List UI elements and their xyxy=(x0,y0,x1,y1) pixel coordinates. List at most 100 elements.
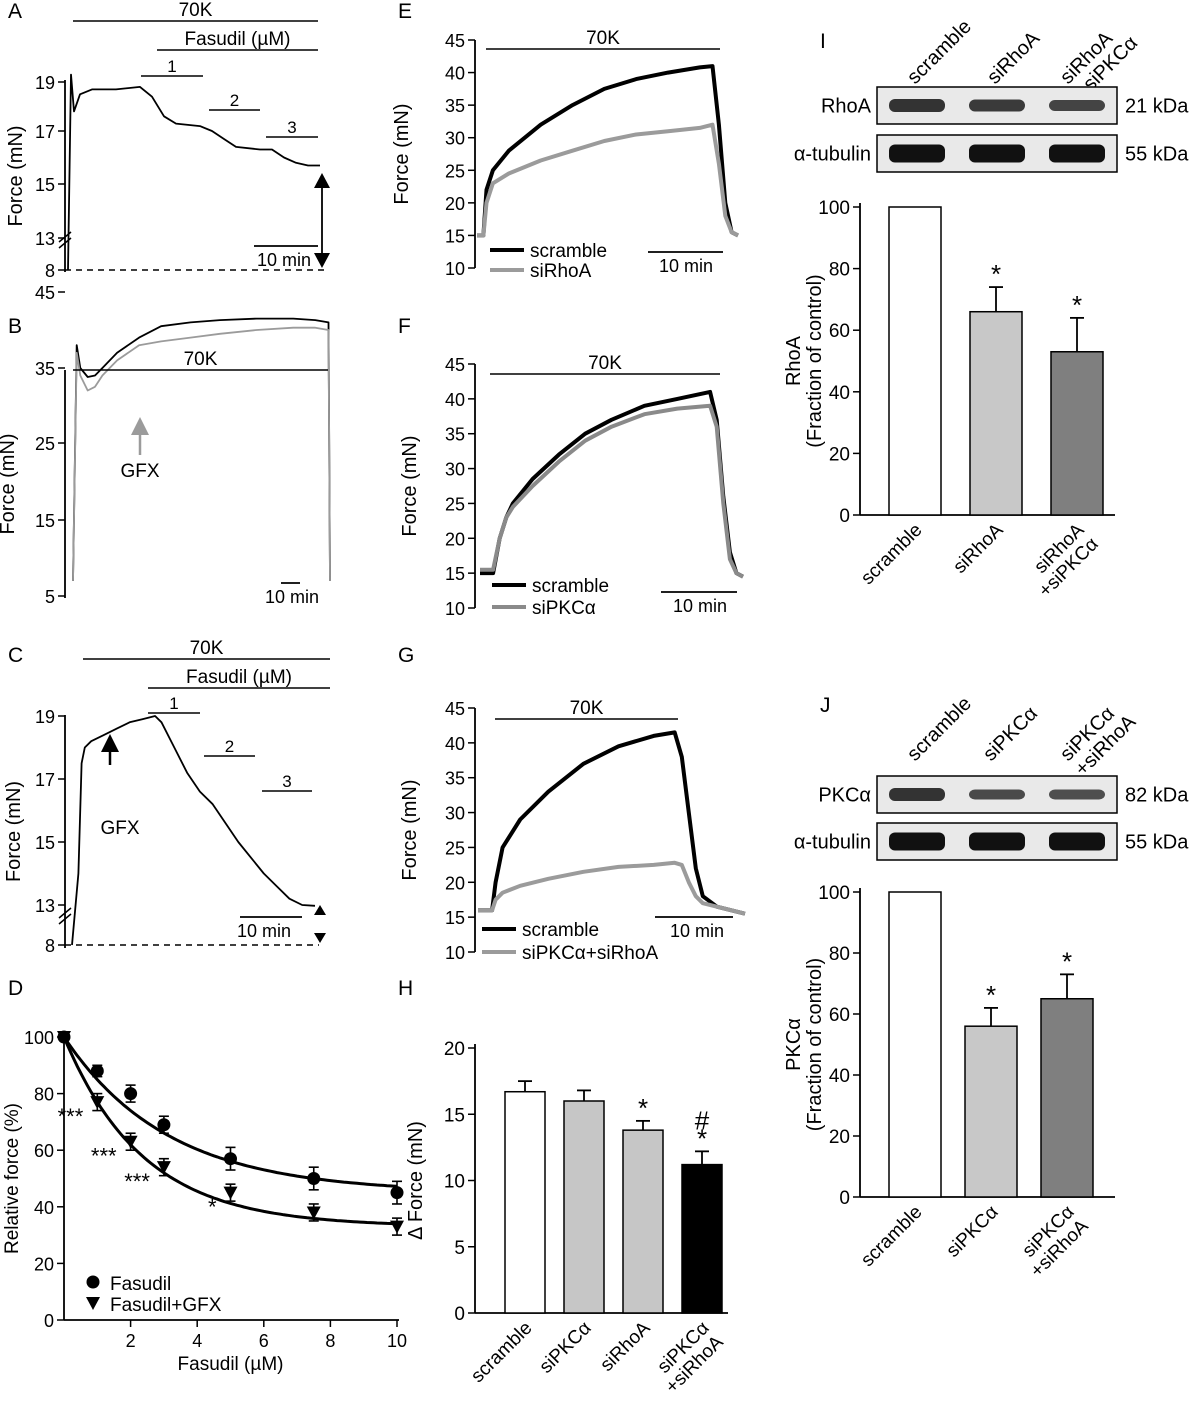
legend-label: scramble xyxy=(532,576,609,597)
y-axis-label: Relative force (%) xyxy=(2,1103,23,1254)
segment-label: 1 xyxy=(169,694,178,713)
series-trace-sipkc- xyxy=(480,403,744,579)
panel-letter-c: C xyxy=(8,644,23,667)
y-tick-label: 17 xyxy=(35,770,55,790)
panel-f: 10 15 20 25 30 35 40 45 Force (mN) 70K 10 min scram… xyxy=(399,353,744,619)
y-tick-label: 0 xyxy=(44,1311,54,1331)
scale-label: 10 min xyxy=(257,250,311,270)
y-axis-label: Force (mN) xyxy=(399,435,421,536)
y-tick-label: 5 xyxy=(45,587,55,607)
series-trace-sipkc-sirhoa xyxy=(478,860,746,916)
significance-mark: * xyxy=(986,980,996,1010)
point-circle xyxy=(307,1172,321,1185)
bar-1 xyxy=(563,1100,605,1314)
gfx-label: GFX xyxy=(100,818,139,839)
y-tick-label: 15 xyxy=(35,511,55,531)
significance-mark: *** xyxy=(58,1104,84,1129)
y-tick-label: 80 xyxy=(829,260,850,281)
panel-h: 0 5 10 15 20 Δ Force (mN) scramble siPKCα * siRho… xyxy=(405,1039,728,1398)
panel-letter-i: I xyxy=(820,30,826,53)
point-triangle xyxy=(223,1186,238,1200)
legend-label: siRhoA xyxy=(530,261,592,282)
arrow-head-down xyxy=(314,253,330,268)
legend-label: Fasudil xyxy=(110,1274,171,1295)
y-tick-label: 19 xyxy=(35,73,55,93)
y-tick-label: 35 xyxy=(445,769,465,789)
segment-label: 3 xyxy=(282,772,291,791)
y-tick-label: 20 xyxy=(445,873,465,893)
point-circle xyxy=(157,1118,171,1132)
y-tick-label: 80 xyxy=(34,1085,54,1105)
y-axis-label: Force (mN) xyxy=(3,781,25,882)
y-tick-label: 60 xyxy=(34,1141,54,1161)
blot-row-label: α-tubulin xyxy=(794,144,871,166)
y-tick-label: 15 xyxy=(445,226,465,246)
y-tick-label: 25 xyxy=(35,434,55,454)
y-tick-label: 20 xyxy=(444,1039,465,1060)
y-tick-label: 25 xyxy=(445,161,465,181)
y-tick-label: 13 xyxy=(35,229,55,249)
panel-letter-e: E xyxy=(398,0,412,23)
blot-band xyxy=(889,99,945,112)
significance-mark: # xyxy=(695,1105,710,1135)
y-tick-label: 35 xyxy=(445,96,465,116)
gfx-arrow-head xyxy=(131,417,149,435)
panel-letter-j: J xyxy=(820,694,831,717)
y-axis-label: RhoA(Fraction of control) xyxy=(783,274,826,447)
y-tick-label: 8 xyxy=(45,936,55,956)
y-tick-label: 15 xyxy=(445,564,465,584)
significance-mark: *** xyxy=(124,1169,150,1194)
y-tick-label: 40 xyxy=(829,1066,850,1087)
scale-label: 10 min xyxy=(659,256,713,276)
y-tick-label: 30 xyxy=(445,804,465,824)
y-tick-label: 45 xyxy=(445,355,465,375)
stimulus-label: 70K xyxy=(190,638,224,659)
series-trace-scramble xyxy=(480,389,744,579)
point-triangle xyxy=(90,1096,105,1110)
bar-3 xyxy=(681,1163,723,1314)
panel-letter-h: H xyxy=(398,977,413,1000)
y-tick-label: 20 xyxy=(445,529,465,549)
blot-band xyxy=(969,144,1025,163)
segment-label: 3 xyxy=(287,118,296,137)
significance-mark: * xyxy=(991,259,1001,289)
category-label: siPKCα+siRhoA xyxy=(1013,1201,1093,1281)
y-tick-label: 45 xyxy=(445,31,465,51)
panel-letter-f: F xyxy=(398,315,411,338)
y-tick-label: 15 xyxy=(445,908,465,928)
panel-letter-a: A xyxy=(8,0,22,23)
blot-lane-label: siPKCα xyxy=(979,703,1042,766)
blot-size-label: 21 kDa xyxy=(1125,96,1189,118)
y-tick-label: 25 xyxy=(445,838,465,858)
point-circle xyxy=(390,1186,404,1200)
panel-c: 8 13 15 17 19 Force (mN) 70K Fasudil (µM) 1 2 3 10 … xyxy=(3,638,330,956)
series-trace-0 xyxy=(67,73,320,271)
y-tick-label: 13 xyxy=(35,896,55,916)
blot-band xyxy=(969,99,1025,112)
panel-d: 0 20 40 60 80 100 2 4 6 8 10 Relative force (%) Fasu… xyxy=(2,1028,407,1375)
scale-label: 10 min xyxy=(237,921,291,941)
category-label: siPKCα xyxy=(536,1318,596,1378)
stimulus-label: 70K xyxy=(179,0,213,21)
arrow-head-down xyxy=(314,933,326,943)
axis-break xyxy=(58,907,72,919)
x-tick-label: 4 xyxy=(192,1331,202,1351)
x-axis-label: Fasudil (µM) xyxy=(178,1354,284,1375)
y-axis-label: Force (mN) xyxy=(5,125,27,226)
gfx-arrow-head xyxy=(101,734,119,752)
series-trace-scramble xyxy=(477,64,739,238)
blot-band xyxy=(969,789,1025,800)
category-label: siRhoA xyxy=(949,519,1007,577)
point-triangle xyxy=(123,1135,138,1149)
y-tick-label: 100 xyxy=(24,1028,54,1048)
y-axis-label: Force (mN) xyxy=(391,103,413,204)
significance-mark: * xyxy=(697,1123,707,1153)
category-label: scramble xyxy=(467,1318,536,1387)
x-tick-label: 8 xyxy=(325,1331,335,1351)
bar-0 xyxy=(504,1090,546,1314)
panel-b: 5 15 25 35 45 Force (mN) 70K 10 min GFX xyxy=(0,283,331,607)
y-tick-label: 20 xyxy=(829,444,850,465)
arrow-head-up xyxy=(314,173,330,188)
blot-j: scramble siPKCα siPKCα+siRhoA PKCα 82 kDa α-t… xyxy=(794,693,1189,861)
